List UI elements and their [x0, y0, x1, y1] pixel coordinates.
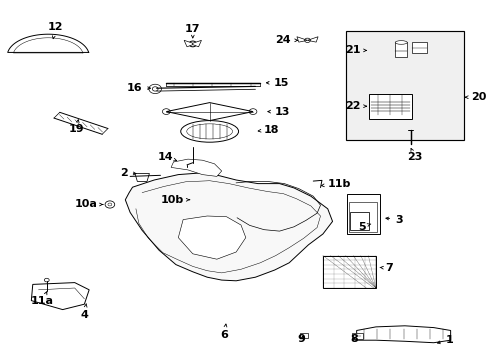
Circle shape	[194, 198, 199, 202]
Polygon shape	[184, 40, 192, 47]
Ellipse shape	[181, 121, 238, 142]
Text: 11a: 11a	[31, 292, 54, 306]
Text: 10a: 10a	[74, 199, 103, 210]
Circle shape	[108, 203, 112, 206]
Text: 18: 18	[258, 125, 279, 135]
Polygon shape	[356, 326, 450, 343]
Polygon shape	[178, 216, 245, 259]
Text: 5: 5	[357, 222, 370, 232]
Polygon shape	[307, 37, 318, 42]
Text: 9: 9	[297, 334, 305, 344]
Polygon shape	[296, 37, 307, 42]
Text: 17: 17	[184, 24, 200, 38]
Polygon shape	[125, 173, 332, 281]
Text: 16: 16	[126, 83, 150, 93]
Text: 14: 14	[158, 152, 176, 162]
Ellipse shape	[394, 41, 407, 44]
Polygon shape	[135, 174, 149, 181]
Text: 11b: 11b	[321, 179, 350, 189]
Text: 21: 21	[345, 45, 366, 55]
Bar	[349, 202, 377, 232]
Polygon shape	[192, 40, 201, 47]
Text: 20: 20	[465, 92, 486, 102]
Bar	[322, 256, 375, 288]
Text: 6: 6	[220, 324, 227, 341]
Text: 12: 12	[47, 22, 63, 39]
Text: 1: 1	[436, 335, 453, 345]
Text: 2: 2	[120, 168, 136, 178]
Bar	[394, 42, 407, 57]
Polygon shape	[166, 103, 252, 121]
Text: 4: 4	[80, 304, 88, 320]
Text: 7: 7	[379, 263, 392, 273]
Text: 15: 15	[266, 78, 288, 88]
Text: 10b: 10b	[161, 195, 189, 205]
Polygon shape	[171, 159, 221, 176]
Text: 24: 24	[275, 35, 297, 45]
Bar	[349, 212, 368, 230]
Text: 22: 22	[345, 101, 366, 111]
Bar	[346, 31, 463, 140]
Text: 3: 3	[385, 215, 402, 225]
Text: 13: 13	[267, 107, 289, 117]
Bar	[411, 42, 426, 53]
Polygon shape	[31, 283, 89, 310]
Bar	[299, 333, 308, 338]
Bar	[351, 333, 363, 339]
Text: 8: 8	[350, 334, 357, 344]
Text: 23: 23	[407, 148, 422, 162]
Text: 19: 19	[68, 120, 84, 134]
Bar	[368, 94, 411, 119]
Bar	[346, 194, 379, 234]
